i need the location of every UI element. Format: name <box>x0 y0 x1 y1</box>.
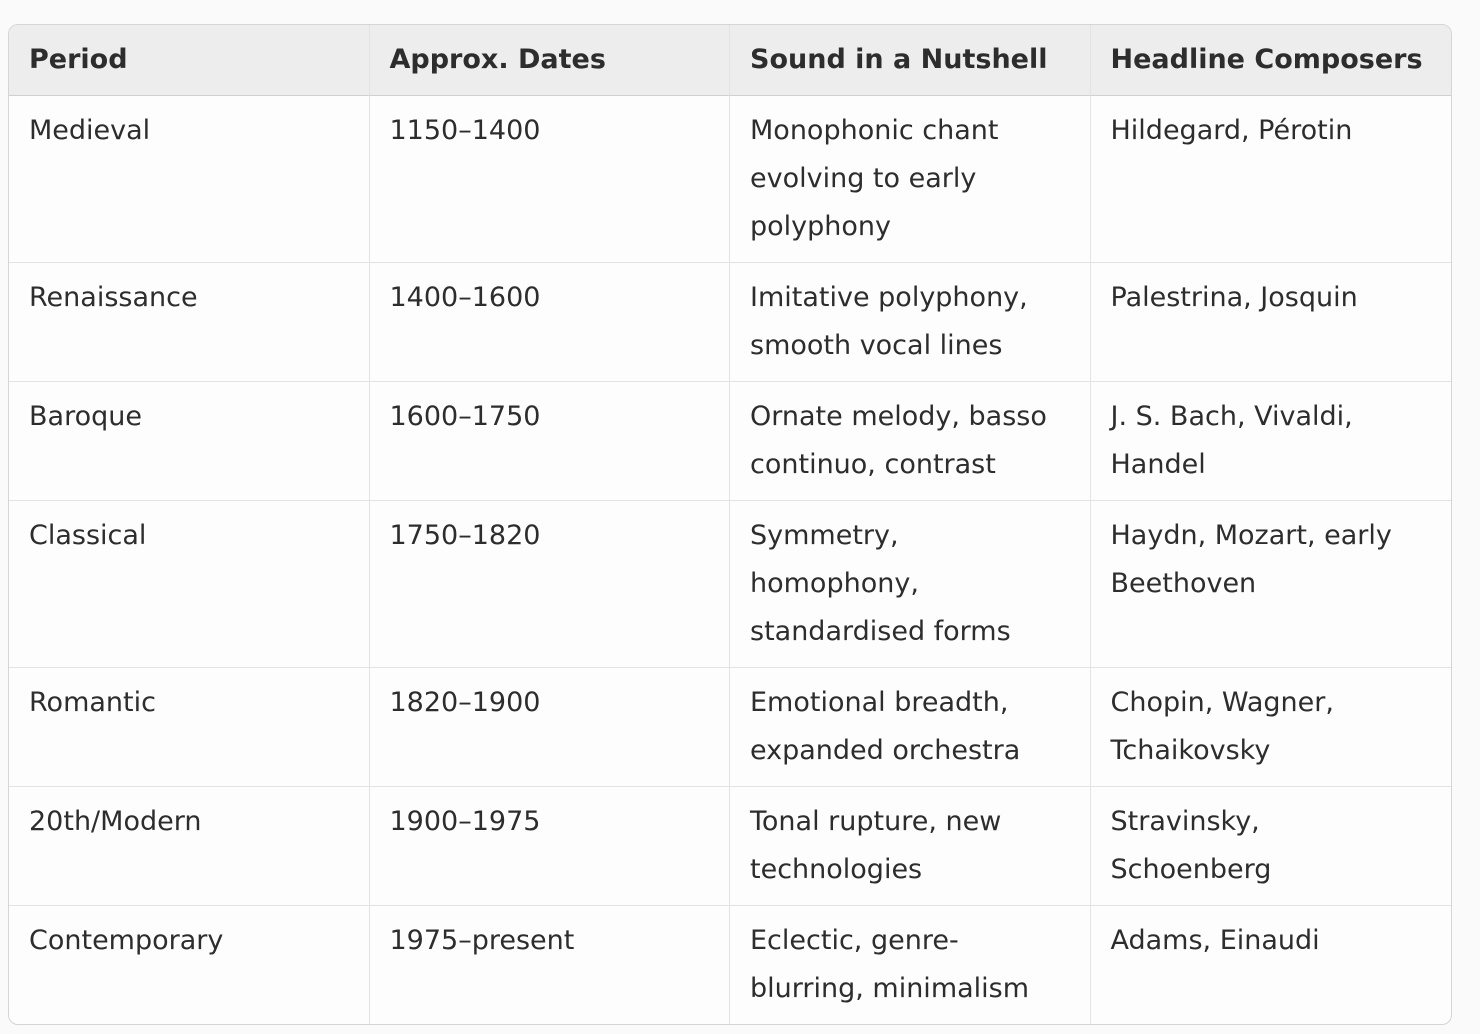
cell-sound: Emotional breadth, expanded orchestra <box>730 668 1091 787</box>
cell-composers: J. S. Bach, Vivaldi, Handel <box>1090 382 1451 501</box>
cell-composers: Hildegard, Pérotin <box>1090 96 1451 263</box>
cell-sound: Tonal rupture, new technologies <box>730 787 1091 906</box>
cell-period: Romantic <box>9 668 370 787</box>
table-row-romantic: Romantic 1820–1900 Emotional breadth, ex… <box>9 668 1451 787</box>
cell-period: Classical <box>9 501 370 668</box>
cell-sound: Imitative polyphony, smooth vocal lines <box>730 263 1091 382</box>
cell-composers: Haydn, Mozart, early Beethoven <box>1090 501 1451 668</box>
cell-period: Baroque <box>9 382 370 501</box>
cell-dates: 1600–1750 <box>369 382 730 501</box>
cell-dates: 1750–1820 <box>369 501 730 668</box>
cell-sound: Monophonic chant evolving to early polyp… <box>730 96 1091 263</box>
cell-dates: 1975–present <box>370 906 730 1024</box>
cell-period: Medieval <box>9 96 370 263</box>
cell-period: 20th/Modern <box>9 787 370 906</box>
table-row-contemporary: Contemporary 1975–present Eclectic, genr… <box>9 906 1451 1024</box>
cell-period: Renaissance <box>9 263 370 382</box>
cell-dates: 1900–1975 <box>369 787 730 906</box>
table-row-classical: Classical 1750–1820 Symmetry, homophony,… <box>9 501 1451 668</box>
cell-sound: Eclectic, genre-blurring, minimalism <box>730 906 1091 1024</box>
column-header-sound: Sound in a Nutshell <box>730 25 1091 96</box>
table-row-modern: 20th/Modern 1900–1975 Tonal rupture, new… <box>9 787 1451 906</box>
cell-sound: Symmetry, homophony, standardised forms <box>730 501 1091 668</box>
column-header-period: Period <box>9 25 370 96</box>
table-row-renaissance: Renaissance 1400–1600 Imitative polyphon… <box>9 263 1451 382</box>
cell-composers: Adams, Einaudi <box>1110 925 1320 956</box>
cell-dates: 1400–1600 <box>369 263 730 382</box>
column-header-dates: Approx. Dates <box>369 25 730 96</box>
cell-dates: 1820–1900 <box>369 668 730 787</box>
cell-sound: Ornate melody, basso continuo, contrast <box>730 382 1091 501</box>
column-header-composers: Headline Composers <box>1090 25 1451 96</box>
cell-composers: Chopin, Wagner, Tchaikovsky <box>1090 668 1451 787</box>
cell-composers: Palestrina, Josquin <box>1090 263 1451 382</box>
table-row-baroque: Baroque 1600–1750 Ornate melody, basso c… <box>9 382 1451 501</box>
cell-dates: 1150–1400 <box>369 96 730 263</box>
header-row: Period Approx. Dates Sound in a Nutshell… <box>9 25 1451 96</box>
cell-period: Contemporary <box>9 906 370 1024</box>
table-row-medieval: Medieval 1150–1400 Monophonic chant evol… <box>9 96 1451 263</box>
cell-composers: Stravinsky, Schoenberg <box>1090 787 1451 906</box>
music-periods-table: Period Approx. Dates Sound in a Nutshell… <box>8 24 1452 1025</box>
